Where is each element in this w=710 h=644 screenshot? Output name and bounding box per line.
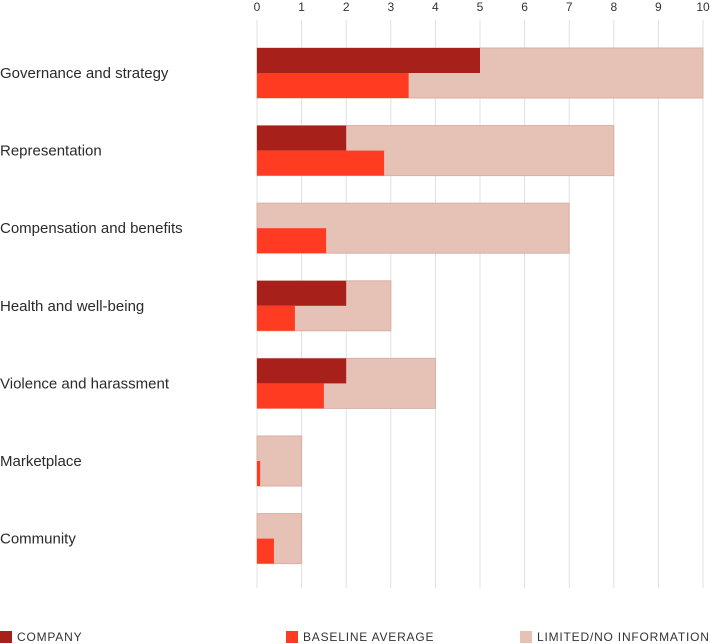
legend: COMPANY BASELINE AVERAGE LIMITED/NO INFO… [0,630,710,644]
x-tick-label-3: 3 [387,0,394,14]
bar-company-0 [257,48,480,73]
category-label-4: Violence and harassment [0,375,170,392]
legend-swatch-limited [520,631,532,643]
x-tick-label-1: 1 [298,0,305,14]
bar-baseline-1 [257,150,385,176]
category-label-1: Representation [0,143,102,160]
x-tick-label-6: 6 [521,0,528,14]
x-tick-label-8: 8 [610,0,617,14]
bar-baseline-2 [257,228,327,254]
bar-baseline-6 [257,538,274,564]
bar-chart: 0 1 2 3 4 5 6 7 8 9 10 Governance and strategy Repr… [0,0,710,588]
bar-baseline-0 [257,73,409,98]
x-tick-label-2: 2 [343,0,350,14]
legend-label-company: COMPANY [17,630,83,644]
x-tick-label-7: 7 [566,0,573,14]
bar-baseline-4 [257,383,324,409]
category-label-5: Marketplace [0,453,82,470]
legend-swatch-company [0,631,12,643]
legend-item-limited: LIMITED/NO INFORMATION [520,630,710,644]
x-tick-label-9: 9 [655,0,662,14]
bar-company-3 [257,280,347,306]
x-tick-label-4: 4 [432,0,439,14]
x-tick-label-0: 0 [254,0,261,14]
category-label-3: Health and well-being [0,298,144,315]
bar-limited-5 [256,435,303,487]
category-label-0: Governance and strategy [0,65,169,82]
legend-label-limited: LIMITED/NO INFORMATION [537,630,710,644]
bar-company-1 [257,125,347,151]
legend-item-baseline: BASELINE AVERAGE [286,630,434,644]
legend-swatch-baseline [286,631,298,643]
bar-baseline-5 [257,461,261,486]
legend-label-baseline: BASELINE AVERAGE [303,630,435,644]
bar-baseline-3 [257,305,295,331]
category-label-2: Compensation and benefits [0,220,183,237]
x-tick-label-10: 10 [696,0,710,14]
bar-company-4 [257,358,347,384]
legend-item-company: COMPANY [0,630,82,644]
x-tick-label-5: 5 [477,0,484,14]
category-label-6: Community [0,531,76,548]
